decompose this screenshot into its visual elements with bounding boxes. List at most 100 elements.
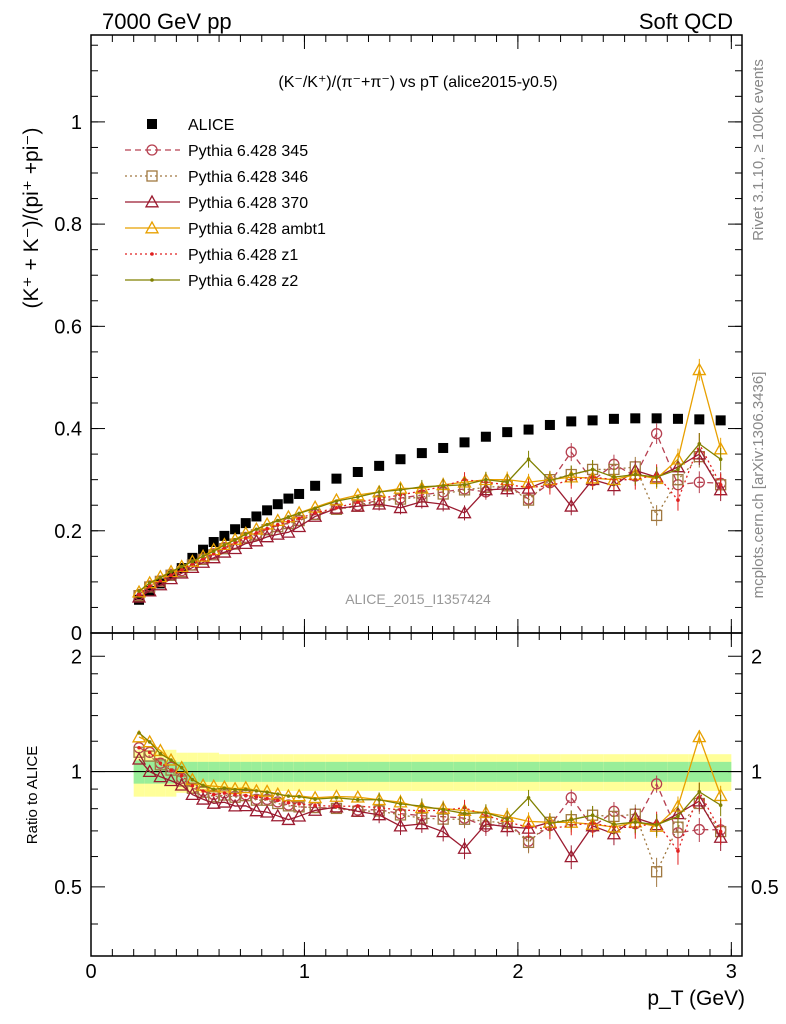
data-marker: [565, 791, 577, 804]
data-marker: [150, 278, 154, 282]
data-marker: [718, 457, 723, 462]
data-marker: [137, 592, 141, 597]
data-marker: [462, 482, 467, 487]
data-marker: [254, 794, 259, 799]
data-marker: [334, 804, 339, 809]
data-marker: [217, 794, 232, 808]
data-marker: [590, 813, 595, 818]
data-marker: [147, 740, 152, 744]
data-marker: [398, 488, 403, 492]
data-marker: [147, 750, 152, 755]
data-marker: [265, 526, 269, 531]
legend-label: Pythia 6.428 ambt1: [188, 221, 326, 238]
data-marker: [174, 760, 189, 774]
axes: 0 1 2 3 0 0.2 0.4 0.6 0.8 1 0.5 0.5 1 1 2 2: [54, 35, 779, 983]
data-marker: [243, 787, 248, 792]
data-marker: [254, 527, 259, 532]
data-marker: [374, 460, 385, 471]
x-tick-label: 1: [299, 961, 310, 983]
data-marker: [275, 518, 280, 523]
data-marker: [147, 581, 152, 585]
data-marker: [651, 413, 662, 424]
data-marker: [230, 524, 241, 535]
data-marker: [211, 792, 216, 797]
rivet-label: Rivet 3.1.10, ≥ 100k events: [750, 59, 767, 241]
data-marker: [606, 478, 622, 492]
data-marker: [484, 477, 488, 482]
data-marker: [229, 791, 241, 803]
data-marker: [420, 485, 424, 489]
data-marker: [457, 841, 472, 854]
legend-label: Pythia 6.428 345: [188, 143, 308, 160]
ratio-line: [138, 747, 722, 853]
data-marker: [500, 819, 515, 833]
data-marker: [692, 729, 707, 743]
y-tick-label: 0: [71, 623, 82, 645]
data-marker: [265, 796, 269, 801]
data-marker: [395, 454, 406, 465]
data-marker: [195, 555, 211, 568]
data-marker: [131, 751, 147, 765]
data-marker: [633, 820, 638, 824]
data-marker: [163, 752, 179, 766]
data-marker: [356, 804, 360, 808]
series-line: [138, 442, 722, 596]
data-marker: [356, 500, 360, 504]
data-marker: [218, 789, 231, 801]
data-marker: [208, 537, 219, 548]
data-marker: [313, 797, 317, 801]
ratio-tick-label: 1: [71, 762, 82, 784]
data-marker: [233, 540, 237, 545]
data-marker: [190, 783, 195, 788]
data-marker: [372, 807, 387, 821]
data-marker: [505, 480, 510, 485]
ratio-tick-label: 2: [71, 646, 82, 668]
data-marker: [283, 493, 294, 504]
data-marker: [523, 424, 534, 435]
data-marker: [441, 484, 445, 488]
legend-label: Pythia 6.428 346: [188, 169, 308, 186]
data-marker: [606, 826, 622, 840]
legend: ALICE Pythia 6.428 345 Pythia 6.428 346 Pyt…: [125, 117, 326, 290]
data-marker: [254, 789, 259, 793]
y-tick-label: 0.2: [54, 521, 82, 543]
y-axis-label: (K⁺ + K⁻)/(pi⁺ +pi⁻): [20, 128, 43, 309]
data-marker: [286, 519, 291, 524]
data-marker: [329, 500, 344, 514]
data-marker: [480, 431, 491, 442]
data-marker: [377, 805, 381, 810]
data-marker: [142, 734, 157, 748]
data-marker: [238, 536, 253, 550]
data-marker: [286, 794, 291, 798]
ratio-series: [131, 729, 728, 887]
data-marker: [297, 511, 301, 516]
data-marker: [356, 495, 360, 499]
data-marker: [259, 804, 275, 818]
data-marker: [633, 472, 638, 477]
data-marker: [292, 788, 307, 802]
data-marker: [334, 505, 339, 510]
data-marker: [297, 802, 301, 806]
data-marker: [377, 490, 381, 494]
data-marker: [243, 536, 248, 540]
data-marker: [608, 413, 619, 424]
data-marker: [526, 457, 531, 462]
data-marker: [185, 554, 200, 567]
ratio-plot-frame: [90, 632, 743, 957]
data-marker: [190, 559, 195, 564]
data-marker: [163, 571, 179, 585]
ratio-tick-label-right: 0.5: [751, 877, 779, 899]
data-marker: [222, 786, 227, 790]
chart-title: (K⁻/K⁺)/(π⁻+π⁻) vs pT (alice2015-y0.5): [278, 74, 557, 91]
data-marker: [147, 584, 152, 588]
ratio-tick-label-right: 2: [751, 646, 762, 668]
data-marker: [544, 419, 555, 430]
data-marker: [565, 446, 577, 458]
series-3: [131, 443, 728, 603]
data-marker: [158, 576, 163, 580]
data-marker: [169, 573, 173, 578]
data-marker: [169, 569, 173, 574]
data-marker: [334, 499, 339, 503]
data-marker: [612, 475, 616, 479]
